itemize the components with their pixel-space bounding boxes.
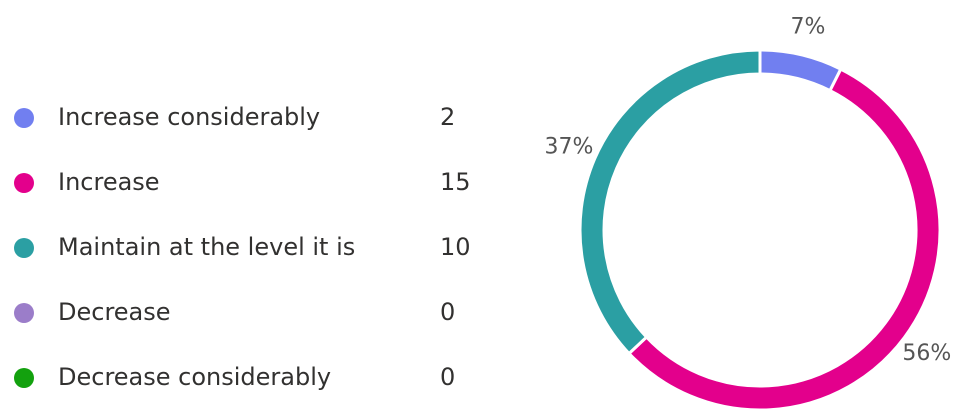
donut-slice [758,48,843,93]
legend-dot [14,173,34,193]
legend-label: Decrease [58,298,171,326]
legend-label: Maintain at the level it is [58,233,355,261]
legend-count: 2 [440,103,455,131]
legend-count: 0 [440,298,455,326]
legend-count: 10 [440,233,471,261]
donut-slice [578,48,762,356]
legend-dot [14,303,34,323]
legend-count: 0 [440,363,455,391]
legend-dot [14,368,34,388]
data-label: 7% [791,15,826,40]
legend-label: Decrease considerably [58,363,331,391]
legend-dot [14,238,34,258]
legend-label: Increase considerably [58,103,320,131]
legend-dot [14,108,34,128]
legend-count: 15 [440,168,471,196]
donut-slice [626,67,942,412]
legend-label: Increase [58,168,160,196]
data-label: 37% [545,135,594,160]
data-label: 56% [902,341,951,366]
